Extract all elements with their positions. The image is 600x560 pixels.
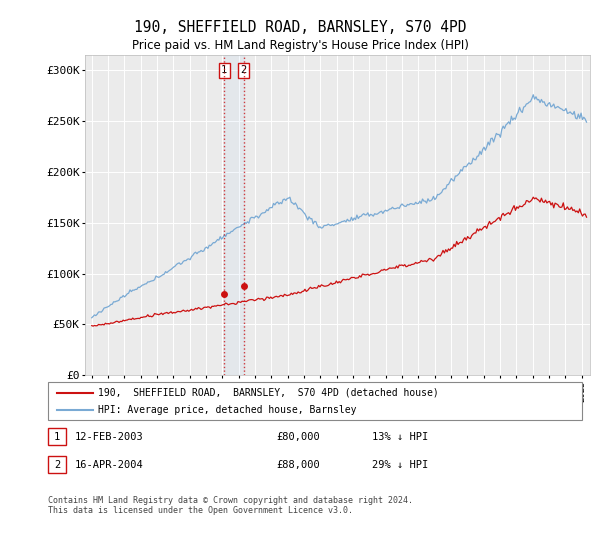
Text: HPI: Average price, detached house, Barnsley: HPI: Average price, detached house, Barn… <box>98 405 356 416</box>
Text: £80,000: £80,000 <box>276 432 320 442</box>
Text: 12-FEB-2003: 12-FEB-2003 <box>75 432 144 442</box>
Text: 16-APR-2004: 16-APR-2004 <box>75 460 144 470</box>
Text: 13% ↓ HPI: 13% ↓ HPI <box>372 432 428 442</box>
Text: 29% ↓ HPI: 29% ↓ HPI <box>372 460 428 470</box>
Text: 2: 2 <box>241 65 247 75</box>
Text: Contains HM Land Registry data © Crown copyright and database right 2024.
This d: Contains HM Land Registry data © Crown c… <box>48 496 413 515</box>
Text: 1: 1 <box>54 432 60 442</box>
Text: 190,  SHEFFIELD ROAD,  BARNSLEY,  S70 4PD (detached house): 190, SHEFFIELD ROAD, BARNSLEY, S70 4PD (… <box>98 388 439 398</box>
Text: 190, SHEFFIELD ROAD, BARNSLEY, S70 4PD: 190, SHEFFIELD ROAD, BARNSLEY, S70 4PD <box>134 20 466 35</box>
Text: 2: 2 <box>54 460 60 470</box>
Text: £88,000: £88,000 <box>276 460 320 470</box>
Bar <box>224 55 244 375</box>
Text: Price paid vs. HM Land Registry's House Price Index (HPI): Price paid vs. HM Land Registry's House … <box>131 39 469 52</box>
Text: 1: 1 <box>221 65 227 75</box>
